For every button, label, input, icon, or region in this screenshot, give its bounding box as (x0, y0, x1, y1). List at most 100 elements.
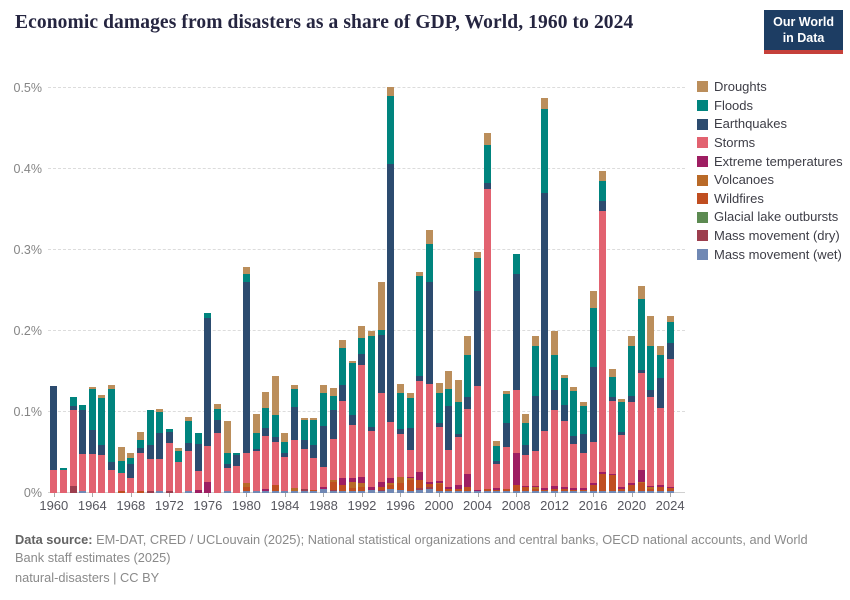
x-axis-tick-1960 (53, 493, 55, 497)
bar-2001-segment-earthquakes (445, 405, 453, 451)
bar-1992[interactable] (358, 326, 366, 493)
bar-2018[interactable] (608, 369, 616, 493)
bar-2014[interactable] (570, 386, 578, 493)
bar-2013[interactable] (560, 374, 568, 493)
bar-2010[interactable] (531, 335, 539, 493)
bar-1997[interactable] (406, 393, 414, 493)
bar-2024[interactable] (666, 315, 674, 493)
bar-2017-segment-droughts (599, 171, 607, 182)
bar-2023[interactable] (656, 346, 664, 493)
bar-2021[interactable] (637, 285, 645, 493)
bar-1960[interactable] (50, 386, 58, 493)
bar-1982[interactable] (262, 391, 270, 493)
bar-1991-segment-earthquakes (348, 415, 356, 425)
bar-1964[interactable] (88, 386, 96, 493)
bar-2000-segment-mass_movement_wet (435, 490, 443, 493)
bar-1979[interactable] (233, 453, 241, 493)
bar-2022-segment-volcanoes (647, 487, 655, 489)
bar-1974[interactable] (185, 416, 193, 493)
bar-1961[interactable] (59, 467, 67, 493)
bar-1985[interactable] (291, 385, 299, 493)
bar-1968[interactable] (127, 453, 135, 493)
bar-1963[interactable] (79, 404, 87, 493)
bar-1983[interactable] (271, 376, 279, 493)
bar-1988[interactable] (319, 384, 327, 493)
bar-2009-segment-storms (522, 454, 530, 486)
legend-item-wildfires[interactable]: Wildfires (697, 192, 847, 206)
bar-1987-segment-floods (310, 420, 318, 446)
bar-1988-segment-extreme_temperatures (319, 487, 327, 489)
bar-2009-segment-extreme_temperatures (522, 485, 530, 488)
bar-1972-segment-mass_movement_dry (165, 491, 173, 493)
bar-2009-segment-earthquakes (522, 445, 530, 455)
legend-item-extreme_temperatures[interactable]: Extreme temperatures (697, 154, 847, 169)
bar-1984[interactable] (281, 433, 289, 493)
bar-1993[interactable] (368, 331, 376, 493)
bar-2011[interactable] (541, 97, 549, 493)
bar-1989[interactable] (329, 387, 337, 493)
bar-1990-segment-floods (339, 348, 347, 385)
bar-1989-segment-floods (329, 395, 337, 411)
legend-item-mass_movement_dry[interactable]: Mass movement (dry) (697, 229, 847, 243)
legend-item-volcanoes[interactable]: Volcanoes (697, 173, 847, 187)
bar-2014-segment-storms (570, 443, 578, 489)
bar-2012[interactable] (551, 331, 559, 493)
bar-2004[interactable] (474, 251, 482, 493)
bar-2005[interactable] (483, 133, 491, 493)
legend-item-earthquakes[interactable]: Earthquakes (697, 117, 847, 131)
bar-1976[interactable] (204, 313, 212, 493)
bar-1970-segment-floods (146, 410, 154, 446)
bar-1996-segment-volcanoes (396, 476, 404, 484)
bar-1970[interactable] (146, 410, 154, 493)
bar-2009[interactable] (522, 413, 530, 493)
bar-1991[interactable] (348, 361, 356, 493)
bar-1990[interactable] (339, 339, 347, 493)
bar-1980[interactable] (242, 267, 250, 493)
bar-1985-segment-volcanoes (291, 488, 299, 492)
bar-2001[interactable] (445, 370, 453, 493)
bar-2007[interactable] (502, 390, 510, 493)
bar-2008[interactable] (512, 254, 520, 493)
legend-item-mass_movement_wet[interactable]: Mass movement (wet) (697, 248, 847, 262)
bar-1962[interactable] (69, 396, 77, 493)
bar-1986-segment-mass_movement_dry (300, 488, 308, 492)
bar-1965[interactable] (98, 395, 106, 493)
bar-2014-segment-mass_movement_wet (570, 491, 578, 493)
legend-item-droughts[interactable]: Droughts (697, 80, 847, 94)
owid-logo[interactable]: Our World in Data (764, 10, 843, 55)
bar-1981[interactable] (252, 413, 260, 493)
bar-2000-segment-extreme_temperatures (435, 480, 443, 483)
bar-2000[interactable] (435, 382, 443, 493)
bar-2015[interactable] (579, 402, 587, 493)
legend-item-glacial_lake_outbursts[interactable]: Glacial lake outbursts (697, 210, 847, 224)
bar-1995[interactable] (387, 87, 395, 493)
bar-1975[interactable] (194, 433, 202, 493)
bar-1987[interactable] (310, 417, 318, 493)
bar-1999[interactable] (425, 229, 433, 493)
bar-1977[interactable] (214, 403, 221, 493)
bar-2017[interactable] (599, 171, 607, 493)
bar-1966[interactable] (108, 385, 116, 493)
bar-1986[interactable] (300, 417, 308, 493)
bar-1978[interactable] (223, 420, 231, 493)
bar-2022[interactable] (647, 315, 655, 493)
bar-2002[interactable] (454, 379, 462, 493)
bar-1971[interactable] (156, 408, 164, 493)
bar-2019[interactable] (618, 399, 626, 493)
bar-2006[interactable] (493, 441, 501, 493)
legend-item-floods[interactable]: Floods (697, 98, 847, 113)
bar-1967[interactable] (117, 446, 125, 493)
bar-1972[interactable] (165, 429, 173, 493)
bar-1994[interactable] (377, 282, 385, 493)
bar-2016[interactable] (589, 290, 597, 493)
bar-2000-segment-volcanoes (435, 482, 443, 485)
x-axis-tick-2016 (593, 493, 595, 497)
bar-1998[interactable] (416, 271, 424, 493)
legend-item-storms[interactable]: Storms (697, 136, 847, 150)
bar-1993-segment-storms (368, 430, 376, 488)
bar-1973[interactable] (175, 448, 183, 493)
bar-1996[interactable] (396, 383, 404, 493)
bar-2003[interactable] (464, 335, 472, 493)
bar-1969[interactable] (136, 432, 144, 493)
bar-2020[interactable] (628, 335, 636, 493)
